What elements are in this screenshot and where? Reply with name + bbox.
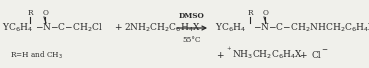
Text: $-$N$-$C$-$CH$_2$NHCH$_2$C$_6$H$_4$X: $-$N$-$C$-$CH$_2$NHCH$_2$C$_6$H$_4$X <box>253 22 369 34</box>
Text: O: O <box>263 9 269 17</box>
Text: +: + <box>114 24 122 33</box>
Text: NH$_3$CH$_2$C$_6$H$_4$X: NH$_3$CH$_2$C$_6$H$_4$X <box>232 49 303 61</box>
Text: +: + <box>299 51 307 60</box>
Text: YC$_6$H$_4$: YC$_6$H$_4$ <box>2 22 33 34</box>
Text: +: + <box>227 45 231 51</box>
Text: R: R <box>248 9 254 17</box>
Text: O: O <box>43 9 49 17</box>
Text: $-$N$-$C$-$CH$_2$Cl: $-$N$-$C$-$CH$_2$Cl <box>35 22 103 34</box>
Text: +: + <box>216 51 224 60</box>
Text: R=H and CH$_3$: R=H and CH$_3$ <box>10 49 63 61</box>
Text: R: R <box>28 9 34 17</box>
Text: 55°C: 55°C <box>183 36 201 44</box>
Text: YC$_6$H$_4$: YC$_6$H$_4$ <box>215 22 246 34</box>
Text: DMSO: DMSO <box>179 12 205 20</box>
Text: $-$: $-$ <box>321 44 328 52</box>
Text: Cl: Cl <box>312 51 322 60</box>
Text: 2NH$_2$CH$_2$C$_6$H$_4$X: 2NH$_2$CH$_2$C$_6$H$_4$X <box>124 22 201 34</box>
